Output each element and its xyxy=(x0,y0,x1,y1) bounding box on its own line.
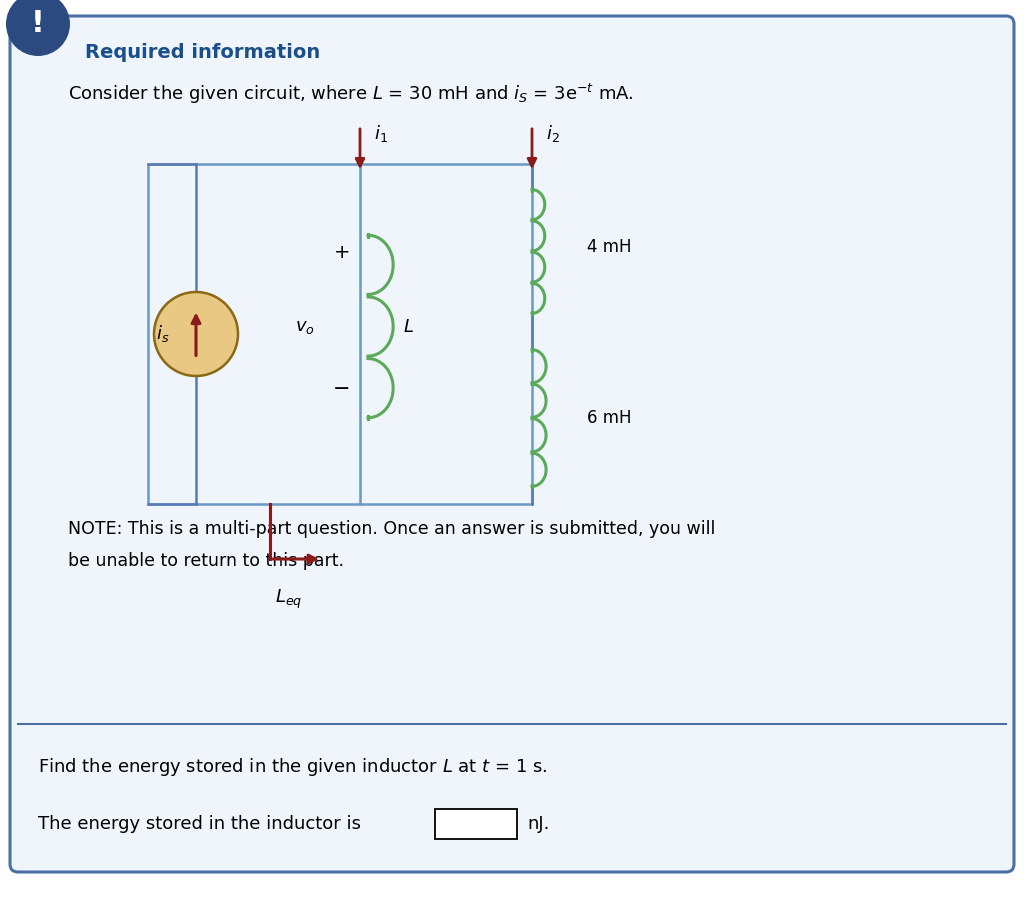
Text: Find the energy stored in the given inductor $L$ at $t$ = 1 s.: Find the energy stored in the given indu… xyxy=(38,756,548,778)
Text: Required information: Required information xyxy=(85,43,321,62)
Text: $i_2$: $i_2$ xyxy=(546,123,560,144)
Circle shape xyxy=(6,0,70,56)
Text: $L$: $L$ xyxy=(403,317,414,335)
Circle shape xyxy=(154,292,238,376)
Text: 4 mH: 4 mH xyxy=(587,237,632,255)
Polygon shape xyxy=(435,809,517,839)
Text: nJ.: nJ. xyxy=(527,815,549,833)
Text: $i_1$: $i_1$ xyxy=(374,123,388,144)
Text: NOTE: This is a multi-part question. Once an answer is submitted, you will: NOTE: This is a multi-part question. Onc… xyxy=(68,520,716,538)
Text: $i_s$: $i_s$ xyxy=(156,323,169,345)
Text: +: + xyxy=(334,243,350,262)
Text: Consider the given circuit, where $L$ = 30 mH and $i_S$ = 3e$^{-t}$ mA.: Consider the given circuit, where $L$ = … xyxy=(68,82,634,106)
Text: The energy stored in the inductor is: The energy stored in the inductor is xyxy=(38,815,361,833)
Text: !: ! xyxy=(31,9,45,39)
Text: be unable to return to this part.: be unable to return to this part. xyxy=(68,552,344,570)
FancyBboxPatch shape xyxy=(10,16,1014,872)
Text: −: − xyxy=(333,379,350,399)
Text: $L_{eq}$: $L_{eq}$ xyxy=(275,587,302,610)
Text: 6 mH: 6 mH xyxy=(587,409,632,427)
Text: $v_o$: $v_o$ xyxy=(295,317,315,335)
